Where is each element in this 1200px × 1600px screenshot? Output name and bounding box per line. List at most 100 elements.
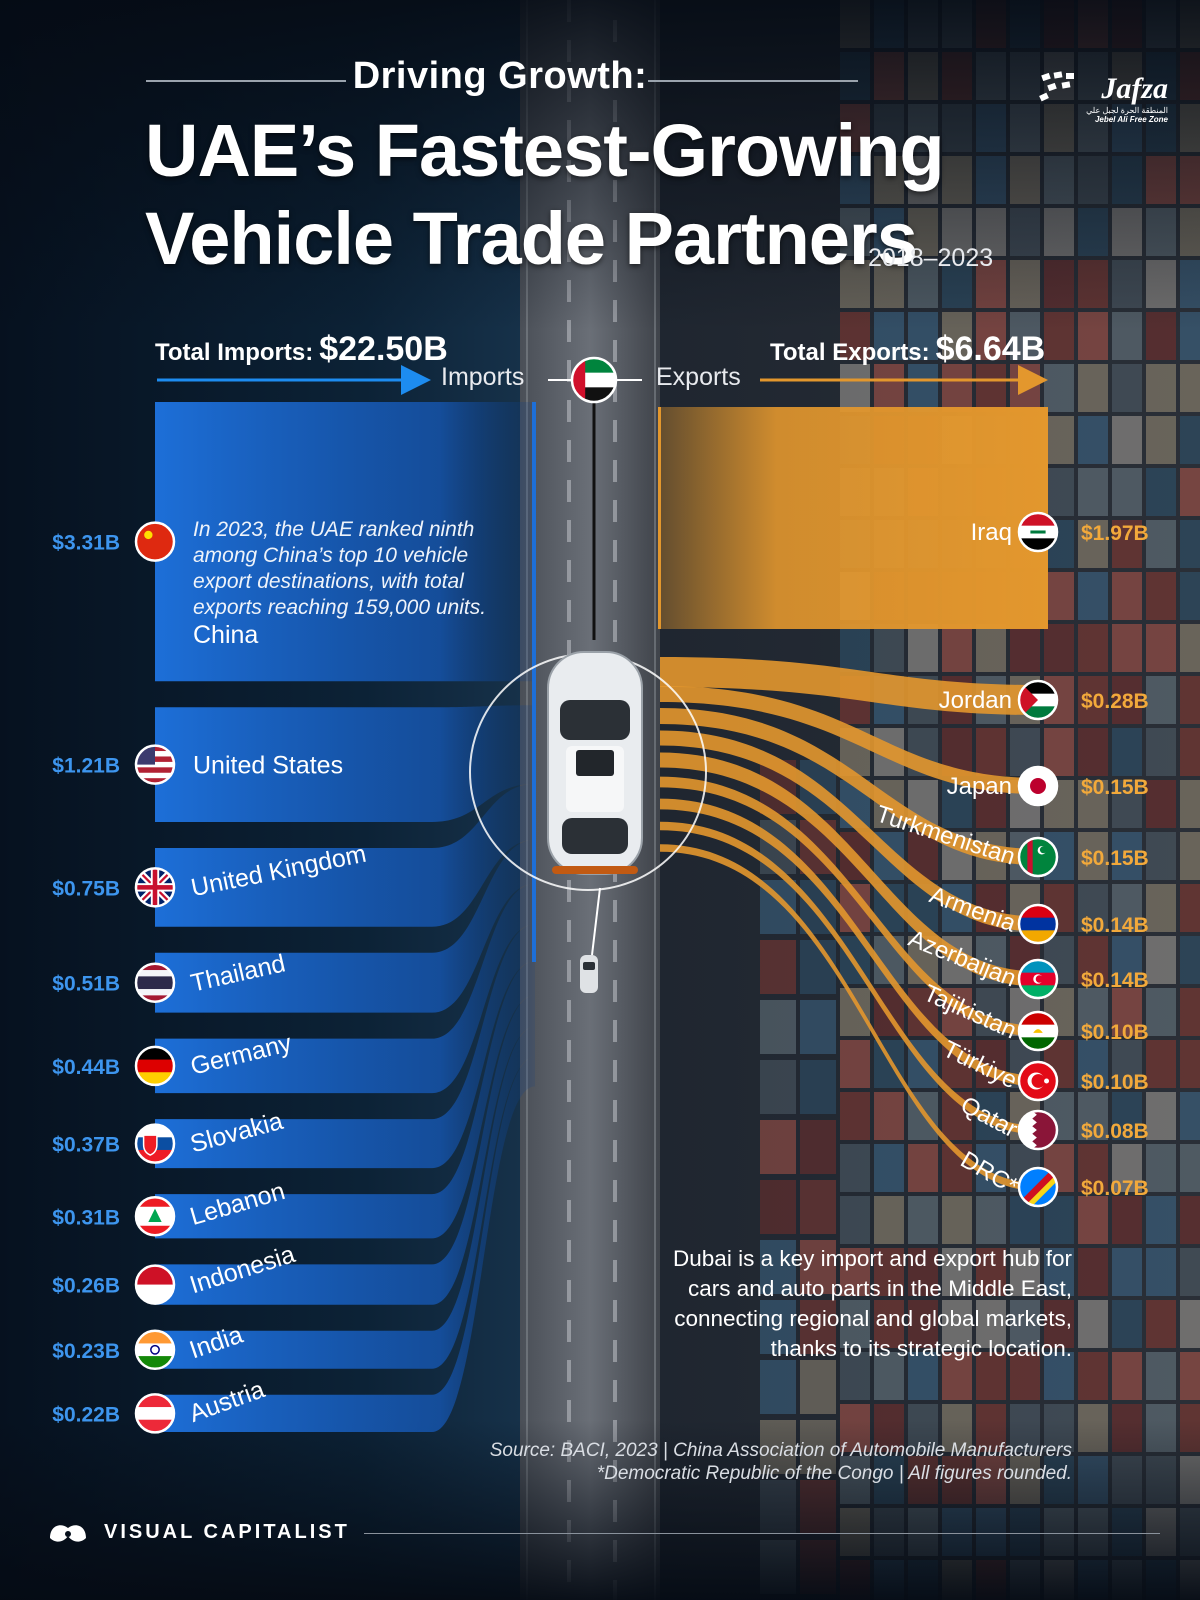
import-band: [155, 883, 535, 1094]
lane-marking: [613, 1140, 617, 1162]
container-block: [1078, 988, 1108, 1036]
lane-marking: [567, 880, 571, 902]
container-block: [800, 1180, 836, 1234]
export-value-label: $0.15B: [1081, 776, 1149, 799]
container-block: [1146, 1092, 1176, 1140]
container-block: [1112, 416, 1142, 464]
imports-direction-label: Imports: [441, 363, 525, 391]
container-block: [1180, 520, 1200, 568]
export-value-label: $1.97B: [1081, 522, 1149, 545]
container-block: [1078, 624, 1108, 672]
container-block: [976, 624, 1006, 672]
title-line-1: UAE’s Fastest-Growing: [145, 109, 945, 192]
container-block: [1112, 1092, 1142, 1140]
container-block: [760, 1120, 796, 1174]
container-block: [760, 1300, 796, 1354]
container-block: [1044, 1248, 1074, 1296]
container-block: [1112, 780, 1142, 828]
import-country-label: China: [193, 621, 258, 649]
import-flow-thailand: $0.51B Thailand: [52, 839, 535, 1013]
container-block: [942, 624, 972, 672]
container-block: [1078, 728, 1108, 776]
export-country-label: Azerbaijan: [905, 925, 1020, 993]
export-value-label: $0.14B: [1081, 969, 1149, 992]
import-band: [155, 783, 535, 927]
import-band: [155, 705, 535, 822]
container-block: [1078, 572, 1108, 620]
turkmenistan-flag-icon: [1017, 836, 1059, 878]
container-block: [760, 1000, 796, 1054]
lane-marking: [613, 1340, 617, 1362]
container-block: [1078, 832, 1108, 880]
container-block: [1146, 416, 1176, 464]
lane-marking: [567, 1400, 571, 1422]
import-band: [155, 924, 535, 1169]
container-block: [1112, 676, 1142, 724]
lane-marking: [613, 1300, 617, 1322]
hub-note: Dubai is a key import and export hub for…: [673, 1246, 1072, 1361]
import-band: [155, 995, 535, 1305]
container-block: [874, 1300, 904, 1348]
lane-marking: [567, 440, 571, 462]
source-text: Source: BACI, 2023 | China Association o…: [489, 1440, 1072, 1461]
import-band: [155, 839, 535, 1013]
container-block: [800, 940, 836, 994]
import-value-label: $0.37B: [52, 1134, 120, 1157]
qatar-flag-icon: [1017, 1109, 1059, 1151]
container-block: [1044, 1300, 1074, 1348]
lane-marking: [613, 1100, 617, 1122]
slovakia-flag-icon: [134, 1123, 176, 1164]
container-block: [1044, 572, 1074, 620]
lane-marking: [567, 360, 571, 382]
lane-marking: [567, 1080, 571, 1102]
container-block: [1112, 728, 1142, 776]
container-block: [1112, 1248, 1142, 1296]
container-block: [874, 624, 904, 672]
container-block: [1010, 1352, 1040, 1400]
china-flag-icon: [134, 521, 176, 562]
uk-flag-icon: [134, 867, 176, 908]
container-block: [976, 364, 1006, 412]
container-block: [1078, 364, 1108, 412]
export-flow-japan: $0.15B Japan: [660, 685, 1149, 807]
total-exports-value: $6.64B: [935, 330, 1046, 368]
container-block: [1078, 1248, 1108, 1296]
container-block: [1180, 988, 1200, 1036]
turkiye-flag-icon: [1017, 1060, 1059, 1102]
container-block: [908, 1300, 938, 1348]
export-band: [660, 707, 1038, 866]
container-block: [1112, 468, 1142, 516]
focus-pointer: [591, 887, 601, 956]
container-block: [840, 1040, 870, 1088]
container-block: [840, 1248, 870, 1296]
container-block: [1146, 988, 1176, 1036]
import-value-label: $0.75B: [52, 877, 120, 900]
import-flow-united-kingdom: $0.75B United Kingdom: [52, 783, 535, 927]
export-country-label: Iraq: [971, 519, 1012, 546]
lane-marking: [613, 620, 617, 642]
container-block: [1146, 1248, 1176, 1296]
lane-marking: [613, 1220, 617, 1242]
export-flow-azerbaijan: $0.14B Azerbaijan: [660, 752, 1149, 1000]
container-block: [1112, 1300, 1142, 1348]
container-block: [1078, 780, 1108, 828]
container-block: [1180, 1196, 1200, 1244]
years: 2018–2023: [868, 244, 994, 272]
container-block: [1112, 364, 1142, 412]
footer-rule: [364, 1533, 1160, 1534]
import-flow-china: $3.31B China: [52, 402, 535, 682]
japan-flag-icon: [1017, 765, 1059, 807]
container-block: [1146, 624, 1176, 672]
container-block: [1180, 572, 1200, 620]
container-block: [976, 1300, 1006, 1348]
container-block: [1146, 884, 1176, 932]
container-block: [874, 1352, 904, 1400]
import-band: [155, 402, 535, 682]
container-block: [1180, 624, 1200, 672]
container-block: [1112, 988, 1142, 1036]
container-block: [1112, 1196, 1142, 1244]
container-block: [1044, 468, 1074, 516]
container-block: [1078, 520, 1108, 568]
container-block: [1044, 416, 1074, 464]
